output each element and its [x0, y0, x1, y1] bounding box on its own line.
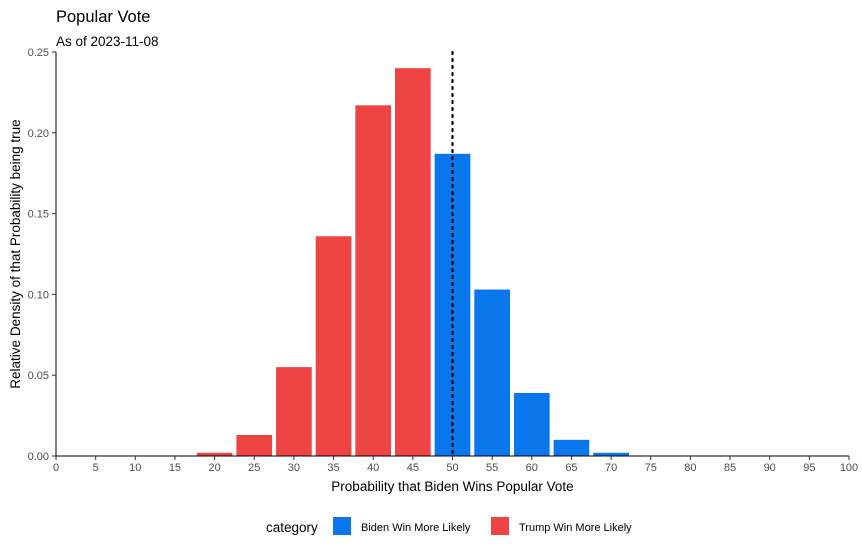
legend-label-0: Biden Win More Likely — [361, 522, 471, 534]
chart-subtitle: As of 2023-11-08 — [56, 34, 159, 49]
bar-70 — [593, 452, 629, 456]
legend-swatch-1 — [491, 517, 509, 535]
chart-title: Popular Vote — [56, 8, 151, 26]
y-tick-label-0.00: 0.00 — [28, 451, 49, 463]
bar-40 — [355, 105, 392, 456]
y-axis-title: Relative Density of that Probability bei… — [8, 119, 23, 388]
x-tick-label-100: 100 — [840, 462, 858, 474]
x-tick-label-60: 60 — [526, 462, 538, 474]
bar-65 — [553, 439, 590, 456]
legend-label-1: Trump Win More Likely — [519, 522, 632, 534]
x-tick-label-15: 15 — [169, 462, 181, 474]
x-axis-title: Probability that Biden Wins Popular Vote — [331, 479, 573, 494]
bar-20 — [196, 452, 233, 456]
x-tick-label-45: 45 — [407, 462, 419, 474]
x-tick-label-20: 20 — [208, 462, 220, 474]
x-tick-label-90: 90 — [764, 462, 776, 474]
x-tick-label-55: 55 — [486, 462, 498, 474]
bar-45 — [395, 68, 431, 456]
x-tick-label-10: 10 — [129, 462, 141, 474]
x-tick-label-80: 80 — [684, 462, 696, 474]
x-tick-label-25: 25 — [248, 462, 260, 474]
bar-25 — [236, 434, 273, 456]
x-tick-label-65: 65 — [565, 462, 577, 474]
x-tick-label-50: 50 — [446, 462, 458, 474]
x-tick-label-5: 5 — [93, 462, 99, 474]
y-tick-label-0.20: 0.20 — [28, 128, 49, 140]
bar-30 — [276, 367, 312, 456]
x-tick-label-70: 70 — [605, 462, 617, 474]
legend: category Biden Win More Likely Trump Win M… — [266, 517, 632, 535]
x-tick-label-30: 30 — [288, 462, 300, 474]
bar-55 — [474, 289, 510, 456]
bar-60 — [513, 392, 550, 456]
bars-layer — [196, 68, 629, 457]
bar-35 — [315, 236, 352, 456]
y-tick-label-0.05: 0.05 — [28, 370, 49, 382]
x-tick-label-35: 35 — [327, 462, 339, 474]
y-tick-label-0.10: 0.10 — [28, 289, 49, 301]
x-tick-label-40: 40 — [367, 462, 379, 474]
y-tick-label-0.25: 0.25 — [28, 47, 49, 59]
y-tick-label-0.15: 0.15 — [28, 209, 49, 221]
x-tick-label-95: 95 — [803, 462, 815, 474]
x-tick-label-0: 0 — [53, 462, 59, 474]
x-tick-label-85: 85 — [724, 462, 736, 474]
legend-swatch-0 — [333, 517, 351, 535]
x-tick-label-75: 75 — [645, 462, 657, 474]
axes-layer: 0 5 10 15 20 25 30 35 40 45 50 55 60 65 70 75 80 85 90 95 10… — [28, 47, 859, 474]
legend-title: category — [266, 520, 318, 535]
